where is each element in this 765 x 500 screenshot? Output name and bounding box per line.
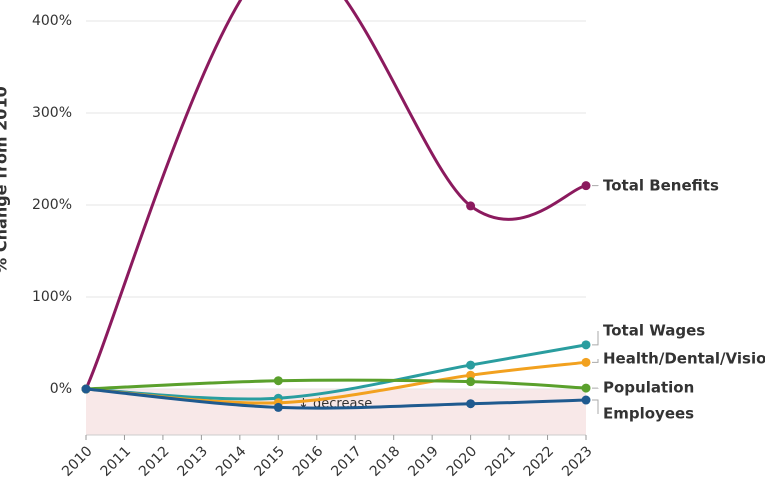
series-label: Employees [603,405,694,423]
series-label: Population [603,379,694,397]
label-connector [592,331,599,346]
x-tick-label: 2012 [136,443,173,480]
series-line [85,378,587,391]
point [581,357,591,367]
series-label: Total Benefits [603,177,719,195]
x-tick-label: 2011 [98,443,135,480]
point [466,399,476,409]
series-label: Health/Dental/Vision [603,350,765,368]
x-tick-label: 2022 [521,443,558,480]
y-tick-label: 100% [32,289,72,305]
x-tick-label: 2017 [328,443,365,480]
plot-lines [81,0,591,412]
point [466,201,476,211]
point [466,360,476,370]
point [466,377,476,387]
series-line [85,387,587,410]
series-label: Total Wages [603,322,705,340]
x-tick-label: 2014 [213,443,250,480]
label-connector [592,399,599,414]
x-tick-label: 2016 [290,443,327,480]
point [581,383,591,393]
point [81,384,91,394]
point [581,395,591,405]
y-tick-label: 400% [32,13,72,29]
y-tick-label: 0% [50,381,72,397]
x-tick-label: 2021 [482,443,519,480]
x-tick-label: 2015 [251,443,288,480]
x-tick-label: 2019 [405,443,442,480]
series-line [85,343,587,401]
point [466,370,476,380]
x-tick-label: 2020 [444,443,481,480]
point [273,402,283,412]
x-tick-label: 2013 [175,443,212,480]
x-tick-label: 2010 [59,443,96,480]
series-line [84,0,587,390]
y-tick-label: 300% [32,105,72,121]
point [273,376,283,386]
y-tick-label: 200% [32,197,72,213]
point [581,181,591,191]
x-tick-label: 2018 [367,443,404,480]
y-axis-title: % Change from 2010 [0,86,11,273]
label-connector [592,359,599,363]
point [581,340,591,350]
x-tick-label: 2023 [559,443,596,480]
